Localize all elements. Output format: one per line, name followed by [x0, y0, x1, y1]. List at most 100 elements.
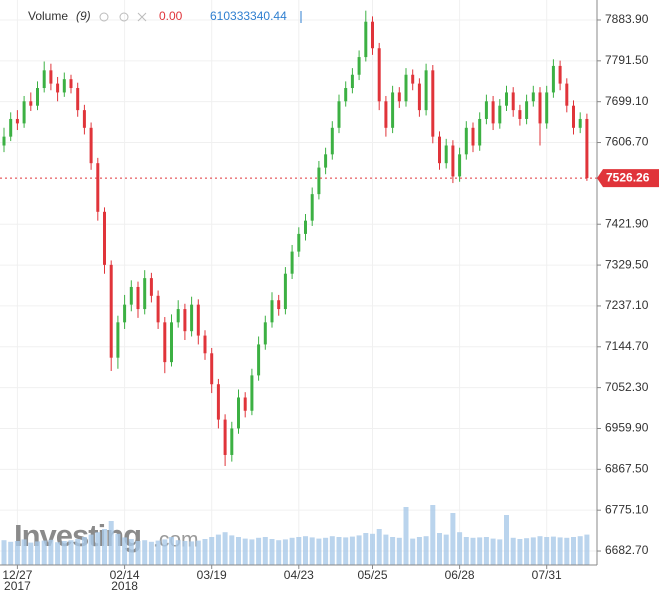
volume-bar: [28, 542, 34, 565]
volume-bar: [550, 536, 556, 565]
candle-body: [505, 92, 508, 106]
candle-body: [230, 428, 234, 455]
volume-layer: [1, 505, 590, 565]
candle-body: [411, 74, 415, 84]
candle-body: [377, 48, 381, 102]
candle-body: [337, 101, 341, 128]
candle-body: [129, 286, 133, 305]
volume-bar: [309, 537, 315, 565]
last-price-tag: [597, 169, 659, 188]
volume-bar: [1, 540, 7, 565]
x-tick-label: 12/27: [2, 568, 32, 582]
candle-body: [156, 295, 160, 323]
volume-bar: [370, 533, 375, 565]
candle-body: [56, 83, 60, 93]
y-tick-label: 7791.50: [605, 53, 649, 67]
candle-body: [404, 74, 408, 102]
y-tick-label: 7421.90: [605, 216, 649, 230]
volume-bar: [390, 537, 396, 565]
candle-body: [15, 118, 19, 124]
volume-bar: [349, 536, 355, 565]
candle-body: [397, 92, 401, 102]
volume-bar: [544, 537, 550, 565]
volume-bar: [470, 537, 476, 565]
volume-bar: [510, 537, 516, 565]
volume-bar: [242, 538, 248, 565]
volume-bar: [296, 537, 302, 565]
candle-body: [290, 251, 294, 274]
candle-body: [243, 397, 247, 411]
volume-bar: [416, 537, 422, 565]
volume-bar: [450, 513, 456, 565]
volume-bar: [222, 532, 228, 565]
candle-body: [216, 384, 220, 420]
volume-bar: [61, 541, 67, 565]
volume-bar: [148, 541, 154, 565]
candle-body: [149, 278, 153, 296]
close-icon[interactable]: [137, 12, 147, 22]
volume-bar: [182, 541, 188, 565]
candle-body: [344, 88, 348, 102]
volume-bar: [457, 532, 463, 565]
volume-value: 610333340.44: [210, 9, 287, 23]
candle-body: [190, 304, 194, 332]
candle-body: [478, 118, 482, 146]
candle-body: [511, 92, 515, 111]
candle-body: [2, 136, 6, 146]
candle-body: [585, 118, 589, 179]
candle-body: [210, 353, 214, 385]
volume-bar: [303, 536, 308, 565]
candle-body: [572, 105, 575, 128]
x-year-label: 2018: [111, 579, 138, 592]
y-tick-label: 6682.70: [605, 543, 649, 557]
candle-body: [357, 57, 361, 75]
volume-bar: [162, 539, 168, 565]
volume-bar: [95, 532, 101, 565]
settings-icon[interactable]: [119, 12, 129, 22]
volume-bar: [410, 538, 416, 565]
volume-bar: [443, 534, 449, 565]
candle-body: [196, 304, 200, 336]
candle-body: [89, 127, 93, 164]
volume-bar: [102, 529, 107, 565]
candle-body: [116, 322, 120, 358]
volume-bar: [537, 536, 543, 565]
volume-bar: [336, 537, 342, 565]
volume-bar: [430, 505, 436, 565]
volume-bar: [236, 537, 241, 565]
candle-body: [438, 136, 441, 164]
volume-bar: [202, 539, 208, 565]
candle-body: [22, 101, 26, 124]
candle-body: [62, 79, 66, 93]
candle-body: [170, 322, 173, 363]
candle-body: [29, 101, 33, 106]
volume-bar: [517, 539, 523, 565]
volume-bar: [55, 542, 61, 565]
volume-bar: [483, 537, 489, 565]
candle-body: [317, 167, 321, 195]
candle-body: [183, 309, 187, 332]
candle-body: [109, 264, 113, 358]
y-tick-label: 7237.10: [605, 298, 649, 312]
volume-bar: [343, 537, 349, 565]
volume-bar: [356, 535, 362, 565]
volume-bar: [135, 541, 141, 565]
candle-body: [82, 110, 86, 128]
volume-bar: [564, 537, 570, 565]
candle-body: [163, 322, 167, 363]
x-tick-label: 06/28: [445, 568, 475, 582]
candle-body: [297, 233, 301, 252]
candle-body: [143, 278, 147, 310]
x-tick-label: 07/31: [532, 568, 562, 582]
candle-body: [451, 145, 455, 177]
volume-bar: [128, 539, 134, 565]
eye-icon[interactable]: [99, 12, 109, 22]
candle-body: [49, 70, 53, 84]
candle-body: [103, 211, 106, 265]
volume-bar: [269, 539, 275, 565]
volume-bar: [376, 529, 382, 565]
volume-bar: [81, 537, 87, 565]
volume-bar: [530, 537, 536, 565]
volume-bar: [229, 535, 235, 565]
